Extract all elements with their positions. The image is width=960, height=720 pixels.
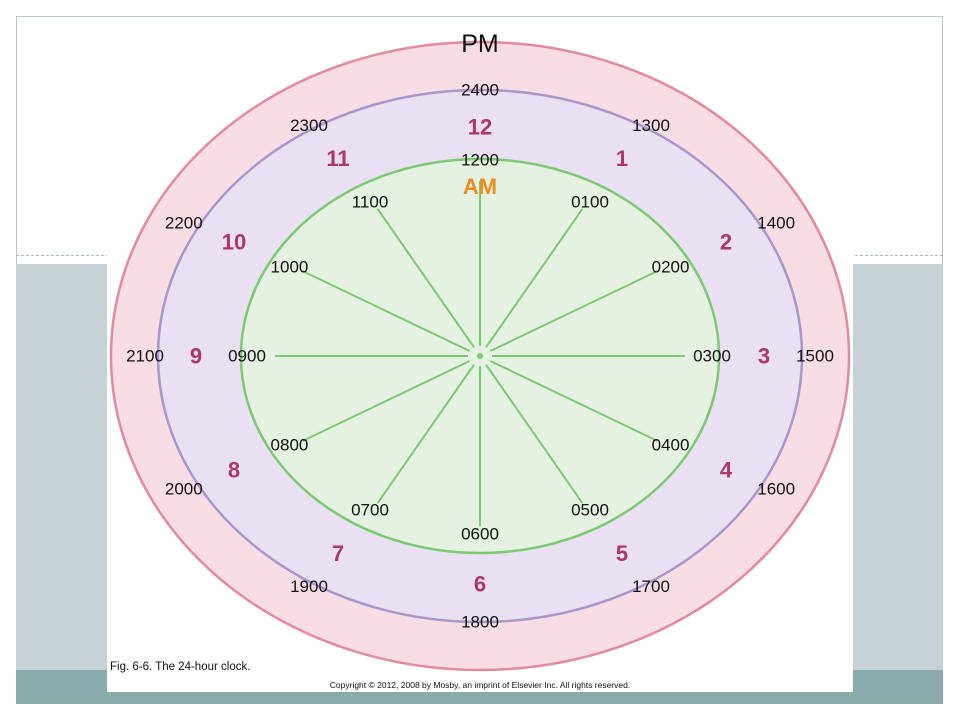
- outer-time-label: 1400: [757, 214, 795, 233]
- hour-number-label: 2: [720, 230, 732, 255]
- hour-number-label: 5: [616, 541, 628, 566]
- inner-time-label: 0300: [693, 347, 731, 366]
- pm-label: PM: [461, 30, 499, 58]
- hour-number-label: 4: [720, 458, 733, 483]
- copyright-notice: Copyright © 2012, 2008 by Mosby, an impr…: [329, 680, 631, 690]
- outer-time-label: 1700: [632, 577, 670, 596]
- figure-caption: Fig. 6-6. The 24-hour clock.: [110, 661, 251, 673]
- hour-number-label: 12: [468, 115, 492, 140]
- clock-spoke: [376, 208, 475, 348]
- hour-number-label: 8: [228, 458, 240, 483]
- clock-spoke: [489, 270, 658, 352]
- clock-spoke: [376, 364, 475, 504]
- outer-time-label: 2000: [165, 480, 203, 499]
- hour-number-label: 9: [190, 344, 202, 369]
- inner-time-label: 0600: [461, 525, 499, 544]
- clock-spokes: [275, 181, 685, 526]
- hour-number-label: 11: [326, 146, 349, 171]
- clock-diagram: 2400130014001500160017001800190020002100…: [109, 30, 851, 672]
- clock-spoke: [489, 360, 658, 442]
- inner-time-label: 0700: [351, 501, 389, 520]
- am-label: AM: [463, 174, 497, 199]
- outer-time-label: 1900: [290, 577, 328, 596]
- clock-spoke: [485, 208, 584, 348]
- outer-time-label: 2300: [290, 116, 328, 135]
- inner-time-label: 0500: [571, 501, 609, 520]
- inner-time-label: 0900: [228, 347, 266, 366]
- outer-time-label: 2400: [461, 81, 499, 100]
- clock-spoke: [485, 364, 584, 504]
- outer-time-label: 1300: [632, 116, 670, 135]
- clock-spoke: [302, 270, 471, 352]
- outer-time-label: 2100: [126, 347, 164, 366]
- inner-time-label: 0400: [652, 436, 690, 455]
- hour-number-label: 1: [616, 146, 628, 171]
- hour-number-label: 3: [758, 344, 770, 369]
- outer-time-label: 2200: [165, 214, 203, 233]
- hour-number-label: 7: [332, 541, 344, 566]
- hour-number-label: 10: [222, 230, 246, 255]
- inner-time-label: 0100: [571, 192, 609, 211]
- outer-time-label: 1500: [796, 347, 834, 366]
- inner-time-label: 0200: [652, 258, 690, 277]
- clock-labels: 2400130014001500160017001800190020002100…: [126, 81, 834, 632]
- figure-panel: 2400 1300 1400 1500 1600 1700 1800 1900 2000 2100…: [107, 28, 853, 692]
- clock-spoke: [302, 360, 471, 442]
- outer-time-label: 1600: [757, 480, 795, 499]
- inner-time-label: 1200: [461, 151, 499, 170]
- inner-time-label: 1100: [352, 192, 389, 211]
- inner-time-label: 0800: [271, 436, 309, 455]
- clock-center: [477, 353, 483, 359]
- outer-time-label: 1800: [461, 613, 499, 632]
- inner-time-label: 1000: [271, 258, 309, 277]
- hour-number-label: 6: [474, 572, 486, 597]
